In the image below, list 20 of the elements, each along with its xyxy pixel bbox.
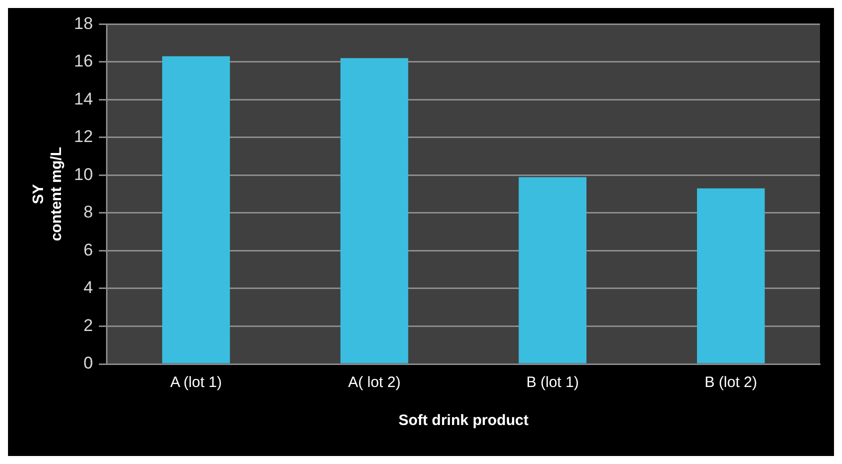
x-tick-label: B (lot 2)	[704, 374, 758, 392]
y-tick-label: 2	[83, 316, 93, 335]
y-tick-label: 18	[74, 14, 93, 33]
y-tick-label: 16	[74, 52, 93, 71]
x-tick-label: B (lot 1)	[526, 374, 579, 392]
y-tick-label: 6	[83, 240, 93, 260]
bar	[518, 177, 586, 364]
x-axis-title: Soft drink product	[398, 412, 528, 430]
bar	[340, 58, 408, 364]
x-tick-label: A( lot 2)	[348, 374, 401, 392]
y-tick-label: 8	[83, 202, 93, 222]
y-tick-label: 12	[74, 127, 93, 146]
bar	[162, 56, 230, 364]
bar	[696, 188, 765, 364]
x-tick-label: A (lot 1)	[170, 374, 222, 392]
y-tick-label: 0	[83, 354, 93, 373]
y-tick-label: 14	[74, 89, 93, 108]
y-axis-title: SY content mg/L	[30, 147, 66, 242]
y-tick-label: 4	[83, 278, 93, 298]
y-tick-label: 10	[74, 164, 93, 184]
